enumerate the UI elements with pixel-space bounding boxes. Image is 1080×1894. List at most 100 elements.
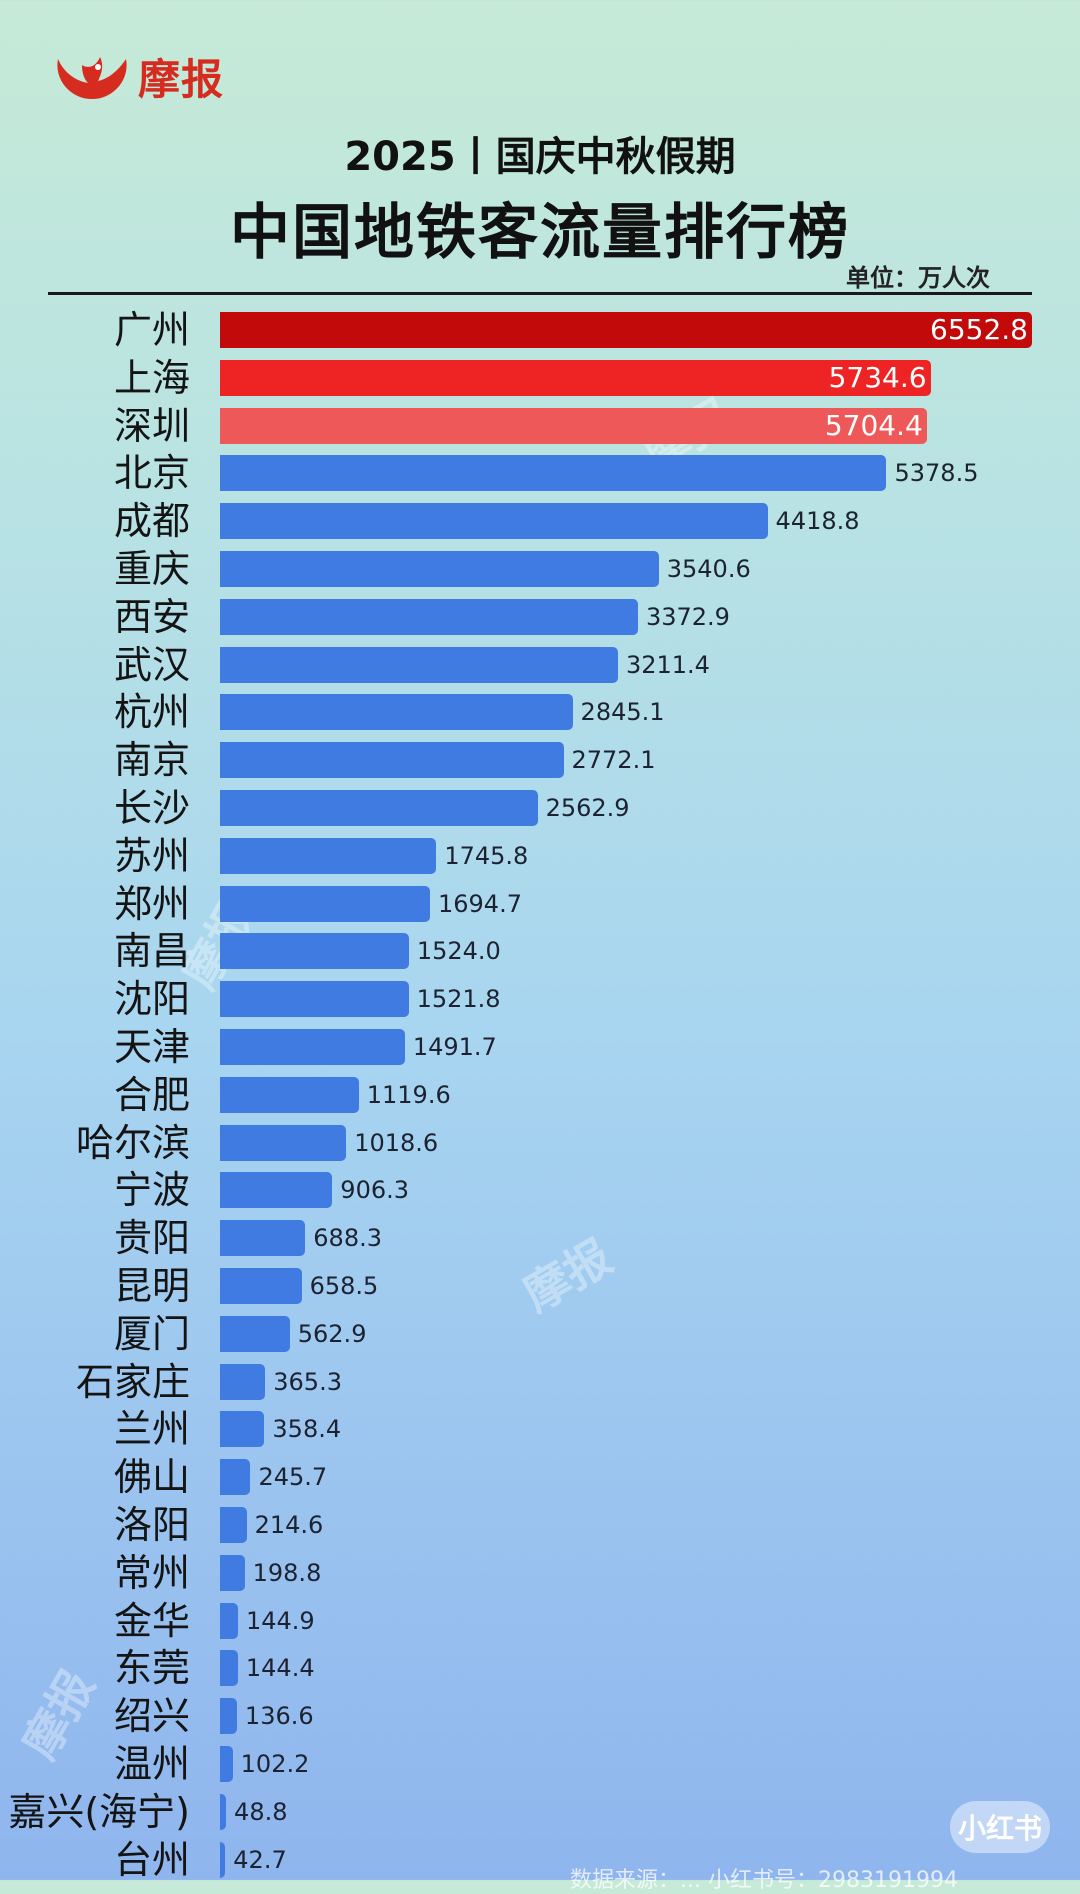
category-label: 宁波 (113, 1168, 190, 1213)
value-label: 1119.6 (366, 1080, 451, 1109)
bar (220, 1029, 405, 1065)
value-label: 4418.8 (775, 507, 860, 536)
bar (220, 790, 538, 826)
bar (220, 1076, 359, 1113)
bar (220, 933, 409, 970)
bar (220, 694, 573, 731)
category-label: 郑州 (113, 881, 190, 926)
category-label: 西安 (113, 594, 190, 639)
footer-source: 数据来源：... 小红书号：2983191994 (570, 1868, 958, 1893)
value-label: 144.9 (245, 1606, 315, 1635)
value-label: 1491.7 (412, 1033, 497, 1061)
value-label: 688.3 (313, 1224, 382, 1253)
value-label: 214.6 (254, 1511, 324, 1539)
value-label: 48.8 (234, 1797, 288, 1826)
brand-name: 摩报 (138, 55, 225, 104)
bar (220, 1315, 290, 1352)
xiaohongshu-badge[interactable]: 小红书 (950, 1801, 1050, 1853)
bar (220, 1698, 237, 1735)
value-label: 2772.1 (571, 746, 656, 775)
value-label: 1018.6 (354, 1128, 439, 1157)
category-label: 兰州 (113, 1407, 190, 1452)
value-label: 245.7 (258, 1463, 328, 1492)
value-label: 198.8 (252, 1558, 322, 1587)
value-label: 1521.8 (416, 985, 501, 1014)
value-label: 3372.9 (645, 602, 730, 631)
bar (220, 1220, 306, 1257)
value-label: 5378.5 (894, 459, 979, 488)
category-label: 上海 (113, 355, 190, 400)
brand-logo: 摩报 (52, 46, 224, 107)
value-label: 1694.7 (438, 889, 522, 918)
category-label: 成都 (113, 499, 190, 544)
category-label: 重庆 (113, 547, 190, 591)
watermark-2: 摩报 (514, 1229, 621, 1322)
bar (220, 1268, 302, 1304)
category-label: 沈阳 (113, 977, 190, 1022)
bar (220, 885, 430, 922)
value-label: 1745.8 (444, 841, 529, 870)
bar (220, 837, 437, 874)
category-label: 台州 (113, 1837, 190, 1882)
value-label: 658.5 (309, 1272, 379, 1300)
bar (220, 1746, 233, 1782)
bar (220, 359, 931, 396)
category-label: 洛阳 (113, 1503, 190, 1547)
value-label: 2845.1 (580, 698, 665, 727)
category-label: 苏州 (113, 833, 190, 878)
bar (220, 1507, 247, 1543)
value-label: 1524.0 (416, 937, 501, 966)
chart-title: 中国地铁客流量排行榜 (230, 198, 850, 268)
bar (220, 551, 659, 587)
bar (220, 1124, 347, 1161)
value-label: 42.7 (233, 1845, 287, 1874)
category-label: 常州 (113, 1550, 190, 1595)
bar (220, 1554, 245, 1591)
category-label: 石家庄 (75, 1359, 190, 1404)
bar (220, 1411, 265, 1448)
value-label: 5704.4 (824, 408, 923, 442)
value-label: 102.2 (240, 1750, 310, 1778)
category-label: 哈尔滨 (75, 1120, 190, 1165)
category-label: 温州 (113, 1742, 190, 1786)
category-label: 昆明 (113, 1264, 190, 1308)
bar (220, 981, 409, 1018)
value-label: 906.3 (340, 1176, 410, 1205)
bar (220, 503, 768, 540)
bar (220, 1793, 227, 1830)
category-label: 深圳 (113, 403, 190, 448)
value-label: 2562.9 (545, 794, 630, 822)
brand-bird-icon (57, 56, 127, 99)
category-label: 武汉 (113, 642, 190, 687)
bar (220, 1841, 226, 1878)
value-label: 562.9 (297, 1319, 367, 1348)
category-label: 厦门 (113, 1311, 190, 1356)
category-label: 北京 (113, 451, 190, 496)
chart-subtitle: 2025丨国庆中秋假期 (344, 134, 736, 180)
value-label: 3540.6 (666, 555, 751, 583)
watermark-4: 摩报 (12, 1661, 105, 1768)
category-label: 佛山 (113, 1455, 190, 1500)
bar (220, 1650, 238, 1687)
category-label: 长沙 (113, 786, 190, 830)
value-label: 5734.6 (828, 360, 927, 394)
value-label: 6552.8 (930, 313, 1028, 346)
category-label: 南京 (113, 738, 190, 783)
value-label: 136.6 (244, 1702, 314, 1731)
bar (220, 646, 618, 683)
bar (220, 407, 927, 444)
category-label: 嘉兴(海宁) (8, 1789, 190, 1834)
category-label: 广州 (113, 308, 190, 352)
category-label: 天津 (113, 1025, 190, 1069)
bar (220, 742, 564, 779)
category-label: 合肥 (113, 1072, 190, 1117)
value-label: 3211.4 (625, 650, 710, 679)
header-divider (48, 292, 1032, 295)
value-label: 144.4 (245, 1654, 315, 1683)
value-label: 365.3 (273, 1367, 342, 1396)
bar (220, 598, 638, 635)
bar (220, 1459, 251, 1496)
category-label: 贵阳 (113, 1216, 190, 1261)
category-label: 南昌 (113, 929, 190, 974)
category-label: 金华 (113, 1598, 190, 1643)
